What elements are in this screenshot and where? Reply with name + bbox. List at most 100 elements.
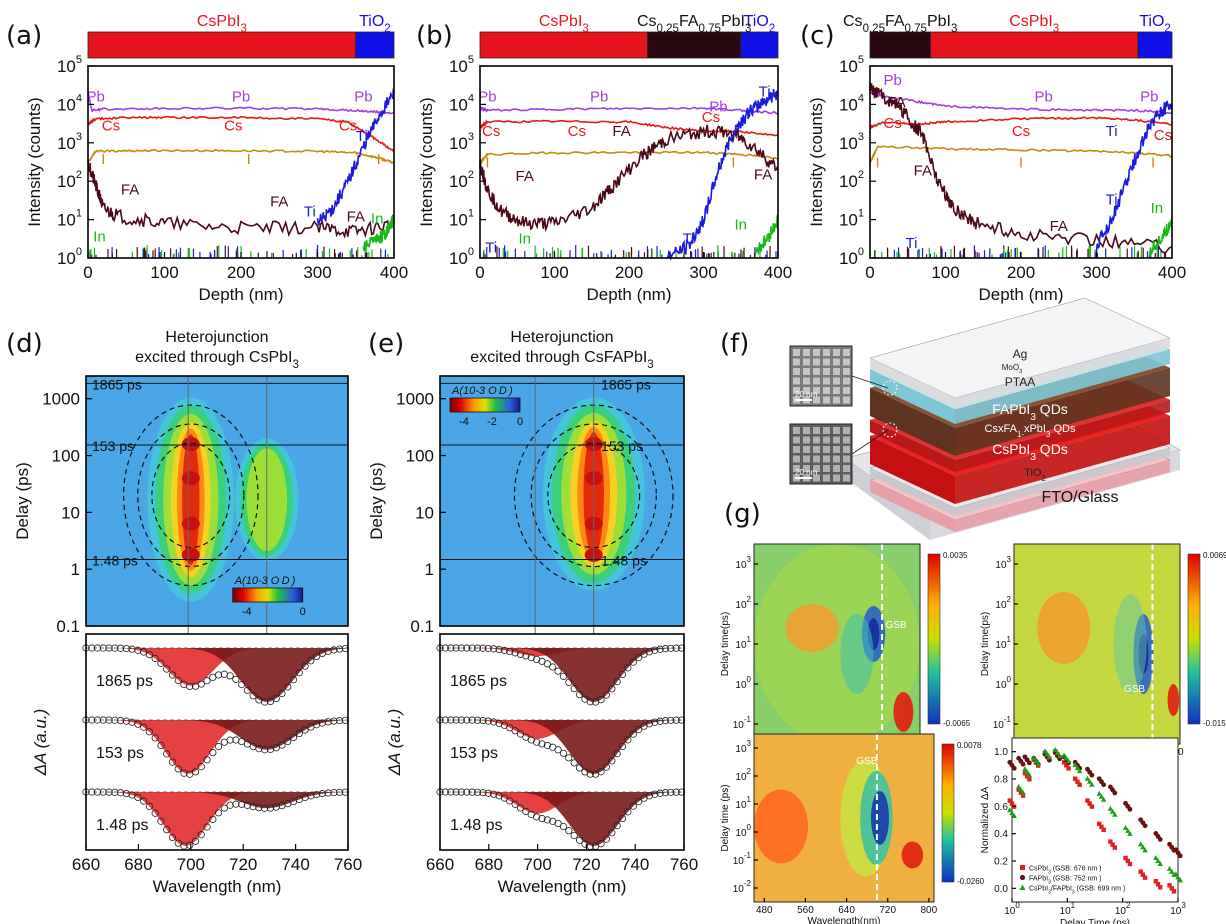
data-point	[651, 790, 659, 798]
tick-exponent: 0	[468, 246, 474, 258]
tick-exponent: 4	[858, 92, 864, 104]
panel-label-b: (b)	[416, 21, 453, 51]
tem-particle	[843, 427, 850, 434]
tem-particle	[843, 368, 850, 375]
layer-bar-Cs0.25FA0.75PbI3	[869, 31, 931, 59]
data-point	[522, 807, 530, 816]
tick-base: 10	[995, 640, 1007, 651]
layer-label: CsxFA1-xPbI3 QDs	[985, 423, 1076, 439]
contour-line	[137, 423, 245, 568]
heatmap-blob	[754, 544, 920, 744]
element-label: Cs	[482, 123, 500, 140]
subscript: 2	[1164, 23, 1170, 35]
heatmap-hotspot	[181, 516, 200, 531]
text-part: CsPbI	[1029, 886, 1048, 893]
heatmap-blob	[901, 841, 924, 869]
x-tick-label: 0	[475, 263, 484, 282]
tem-particle	[823, 396, 830, 404]
data-point	[163, 826, 171, 834]
text-part: QDs	[1050, 423, 1076, 435]
text-part: TiO	[744, 13, 769, 30]
data-point-triangle	[1026, 772, 1033, 778]
tick-exponent: 2	[1126, 901, 1131, 910]
tick-base: 10	[57, 211, 76, 230]
series-line-In	[754, 214, 779, 256]
data-point	[203, 677, 211, 685]
y-tick-label: 103	[449, 131, 474, 153]
data-point	[226, 801, 234, 809]
device-layer-front	[955, 448, 1170, 516]
tem-particle	[793, 358, 800, 366]
tick-exponent: -2	[744, 879, 752, 888]
tem-particle	[823, 455, 830, 463]
data-point	[203, 823, 211, 831]
data-point-triangle	[1173, 871, 1179, 877]
tick-base: 10	[735, 828, 747, 839]
device-layer-side	[870, 420, 955, 472]
device-layer-front	[955, 350, 1170, 424]
data-point-triangle	[1175, 874, 1181, 880]
tem-particle	[833, 455, 840, 463]
heatmap-blob	[871, 791, 889, 845]
data-point-square	[1158, 885, 1163, 890]
x-tick-label: 101	[1060, 901, 1076, 917]
data-point	[452, 716, 460, 724]
data-point	[516, 730, 525, 738]
data-point-circle	[1142, 823, 1148, 829]
data-point	[516, 650, 525, 658]
tem-particle	[823, 427, 830, 434]
text-part: )	[290, 575, 296, 587]
x-tick-label: 740	[621, 855, 649, 874]
tick-base: 10	[839, 249, 858, 268]
layer-bar-TiO2	[355, 31, 395, 59]
data-point	[330, 717, 338, 725]
x-tick-label: 300	[1082, 263, 1110, 282]
y-tick-label: 102	[449, 169, 474, 191]
text-part: CsxFA	[985, 423, 1018, 435]
data-point	[613, 822, 621, 830]
data-point	[651, 646, 659, 654]
y-tick-label: 1000	[42, 390, 80, 409]
colorbar-tick: 0	[517, 416, 523, 428]
x-tick-label: 400	[764, 263, 792, 282]
tem-particle	[823, 465, 830, 472]
data-point	[238, 680, 246, 689]
colorbar-tick: -4	[242, 606, 252, 618]
subscript: 3	[1019, 369, 1022, 375]
y-tick-label: 102	[735, 595, 751, 611]
colorbar-min: -0.0260	[957, 877, 985, 886]
tick-base: 10	[733, 884, 745, 895]
data-point	[301, 662, 309, 670]
data-point-triangle	[1015, 783, 1022, 789]
text-part: Cs	[843, 13, 863, 30]
series-line-Ti	[1095, 100, 1173, 253]
subscript: 0.75	[699, 23, 721, 35]
data-point-square	[1153, 879, 1159, 884]
y-tick-label: 100	[406, 447, 434, 466]
subscript: 3	[293, 359, 299, 371]
text-part: (GSB:	[1051, 876, 1074, 883]
text-part: (GSB:	[1051, 866, 1074, 873]
y-tick-label: 100	[995, 675, 1011, 691]
y-axis-label: Intensity (counts)	[25, 97, 44, 226]
data-point	[197, 680, 205, 688]
subscript: 3	[1030, 412, 1036, 423]
data-point	[549, 663, 557, 671]
data-point-triangle	[1035, 761, 1041, 767]
heatmap-blob	[182, 434, 200, 566]
tick-base: 10	[57, 172, 76, 191]
data-point-square	[1110, 842, 1115, 847]
data-point	[543, 816, 551, 824]
tick-base: 10	[57, 249, 76, 268]
tick-exponent: 1	[747, 795, 752, 804]
delay-annotation: 1.48 ps	[92, 553, 138, 569]
layer-label: Cs0.25FA0.75PbI3	[637, 13, 751, 35]
data-point	[490, 790, 498, 798]
series-line-Pb	[479, 105, 779, 115]
tick-base: 10	[57, 134, 76, 153]
element-label: FA	[754, 167, 772, 184]
panel-label-c: (c)	[800, 21, 835, 51]
